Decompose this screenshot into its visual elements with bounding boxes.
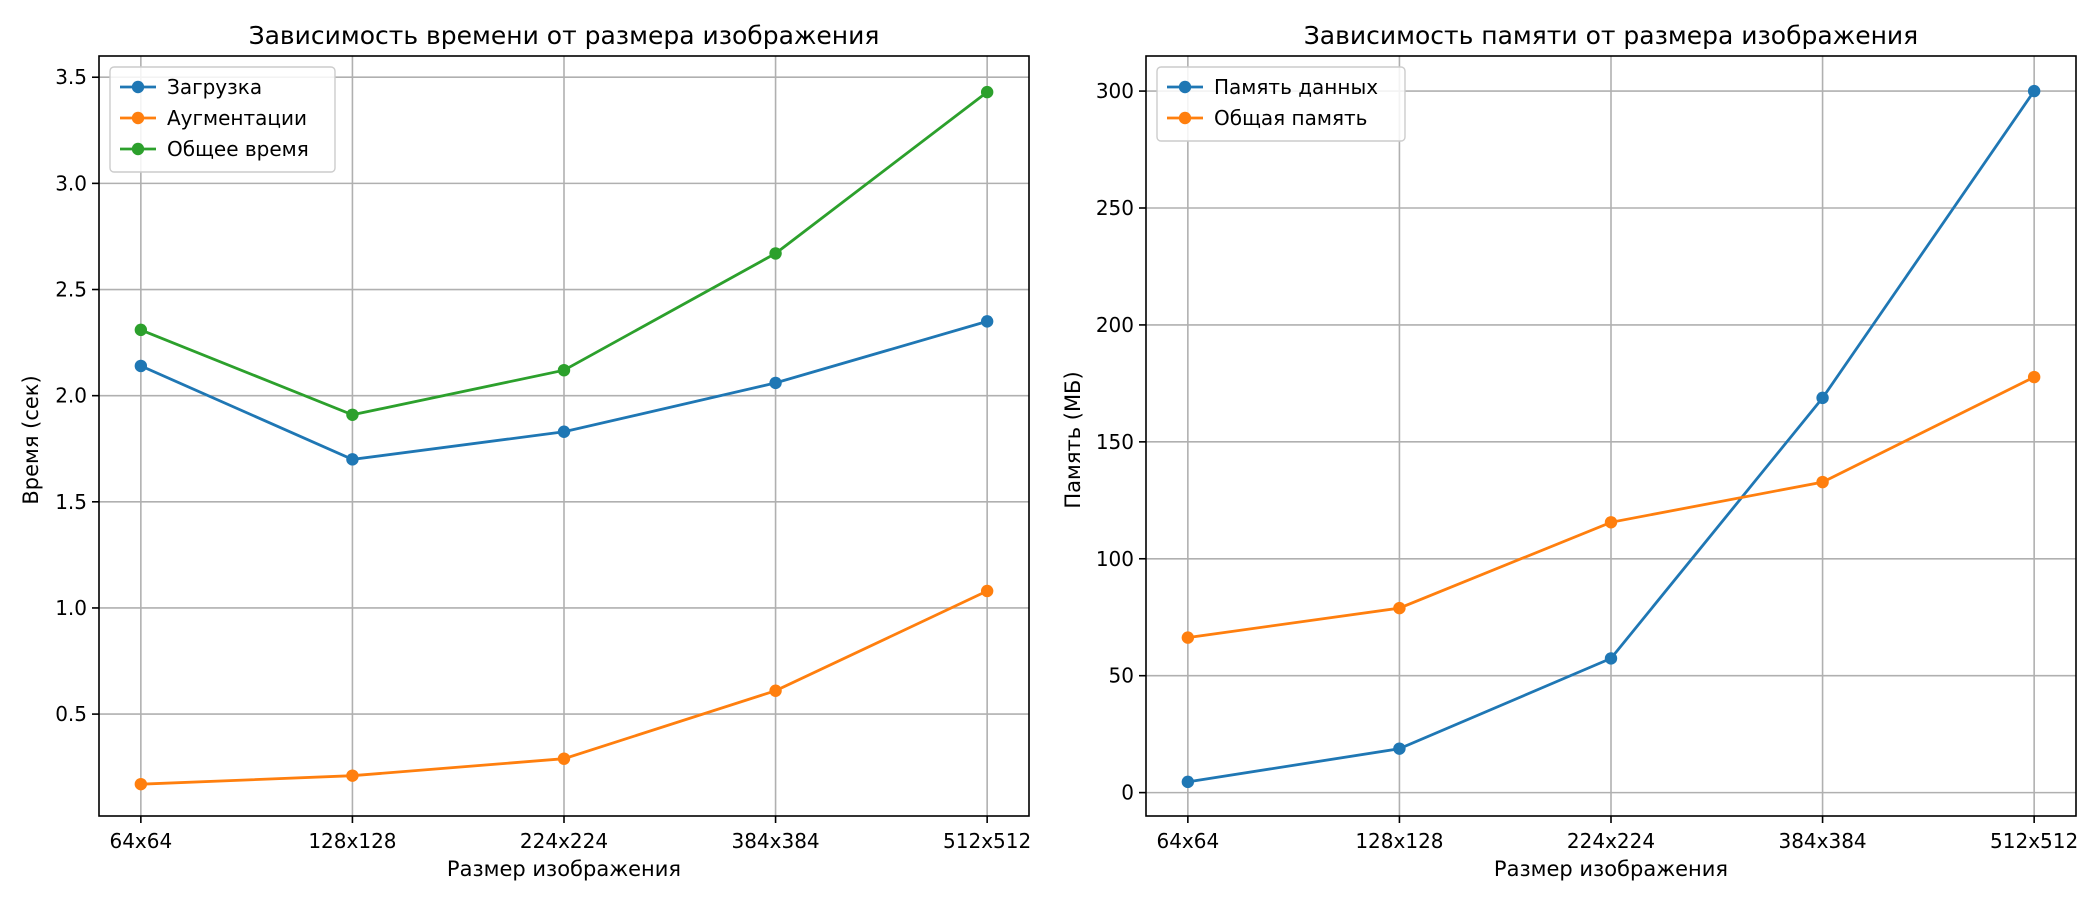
memory-chart-grid (1146, 56, 2076, 816)
time-chart-legend-swatch-marker (131, 111, 145, 125)
time-chart-series-point-1 (980, 315, 994, 328)
memory-chart-legend: Память данных Общая память (1156, 66, 1406, 142)
memory-chart-x-tick-label: 384x384 (1778, 829, 1866, 853)
memory-chart-x-tick-label: 64x64 (1156, 829, 1219, 853)
time-chart-series-point-2 (769, 684, 782, 697)
time-chart-series-point-3 (134, 323, 148, 337)
memory-chart-y-tick-label: 250 (1096, 196, 1134, 220)
memory-chart-x-tick-label: 224x224 (1567, 829, 1655, 853)
time-chart-series-point-2 (134, 777, 148, 791)
memory-chart-x-axis-label: Размер изображения (1494, 857, 1728, 881)
time-chart-plot-area (134, 85, 994, 791)
time-chart-y-tick-label: 0.5 (55, 702, 87, 726)
memory-chart-series-point-1 (2027, 84, 2041, 98)
time-chart-y-tick-label: 1.0 (55, 596, 87, 620)
time-chart-grid (99, 56, 1029, 816)
memory-chart-series-point-2 (2027, 370, 2041, 384)
time-chart-y-tick-label: 3.5 (55, 65, 87, 89)
memory-chart-legend-label: Общая память (1214, 106, 1367, 130)
time-chart-series-point-3 (346, 408, 359, 421)
time-chart-legend-swatch-marker (131, 80, 145, 94)
time-chart-title: Зависимость времени от размера изображен… (249, 21, 880, 50)
time-chart-series-point-2 (557, 752, 571, 765)
memory-chart-series-point-2 (1393, 601, 1406, 615)
time-chart-series-point-1 (557, 425, 571, 438)
memory-chart-y-tick-label: 150 (1096, 430, 1134, 454)
memory-chart-y-tick-label: 200 (1096, 313, 1134, 337)
time-chart-series-point-1 (769, 376, 782, 390)
time-chart-y-axis-label: Время (сек) (19, 375, 43, 504)
memory-chart-series-point-2 (1816, 475, 1829, 489)
time-chart-legend-swatch-marker (131, 142, 145, 156)
time-chart-y-tick-label: 2.5 (55, 278, 87, 302)
memory-chart-series-point-1 (1181, 775, 1195, 789)
memory-chart-y-axis-label: Память (МБ) (1061, 371, 1085, 508)
time-chart-series-point-3 (980, 85, 994, 99)
time-chart-ticks: 64x64 128x128 224x224 384x384 512x512 0.5 1.0 1… (55, 65, 1031, 853)
memory-chart-series-point-1 (1604, 652, 1618, 665)
time-chart-series-point-3 (769, 247, 782, 260)
memory-chart-legend-label: Память данных (1214, 75, 1378, 99)
memory-chart-y-tick-label: 300 (1096, 79, 1134, 103)
time-chart-series-point-1 (346, 453, 359, 466)
memory-chart-x-tick-label: 512x512 (1990, 829, 2078, 853)
time-chart-y-tick-label: 2.0 (55, 384, 87, 408)
memory-chart-series-point-2 (1604, 516, 1618, 529)
time-chart-series-point-2 (346, 769, 359, 782)
memory-chart-plot-area (1181, 84, 2041, 789)
time-chart-legend: Загрузка Аугментации Общее время (109, 66, 336, 173)
memory-chart-x-tick-label: 128x128 (1355, 829, 1443, 853)
memory-chart-legend-box (1156, 66, 1406, 142)
time-chart: Зависимость времени от размера изображен… (19, 21, 1031, 881)
memory-chart-y-tick-label: 100 (1096, 547, 1134, 571)
memory-chart-series-point-1 (1393, 742, 1406, 755)
memory-chart-y-tick-label: 50 (1109, 664, 1134, 688)
time-chart-series-point-3 (557, 363, 571, 377)
memory-chart-ticks: 64x64 128x128 224x224 384x384 512x512 0 50 100 1… (1096, 79, 2078, 853)
memory-chart-legend-swatch-marker (1178, 111, 1192, 125)
time-chart-x-axis-label: Размер изображения (447, 857, 681, 881)
time-chart-x-tick-label: 384x384 (731, 829, 819, 853)
memory-chart-series-point-1 (1816, 391, 1829, 405)
time-chart-legend-label: Загрузка (167, 75, 262, 99)
memory-chart-legend-swatch-marker (1178, 80, 1192, 94)
memory-chart-series-point-2 (1181, 631, 1195, 644)
time-chart-series-point-2 (980, 584, 994, 598)
time-chart-legend-label: Общее время (167, 137, 309, 161)
memory-chart: Зависимость памяти от размера изображени… (1061, 21, 2078, 881)
time-chart-x-tick-label: 512x512 (943, 829, 1031, 853)
time-chart-series-point-1 (134, 359, 148, 373)
time-chart-x-tick-label: 64x64 (109, 829, 172, 853)
time-chart-x-tick-label: 224x224 (520, 829, 608, 853)
time-chart-y-tick-label: 1.5 (55, 490, 87, 514)
time-chart-y-tick-label: 3.0 (55, 171, 87, 195)
time-chart-legend-label: Аугментации (167, 106, 307, 130)
memory-chart-title: Зависимость памяти от размера изображени… (1304, 21, 1918, 50)
time-chart-legend-box (109, 66, 336, 173)
memory-chart-y-tick-label: 0 (1121, 781, 1134, 805)
time-chart-x-tick-label: 128x128 (308, 829, 396, 853)
